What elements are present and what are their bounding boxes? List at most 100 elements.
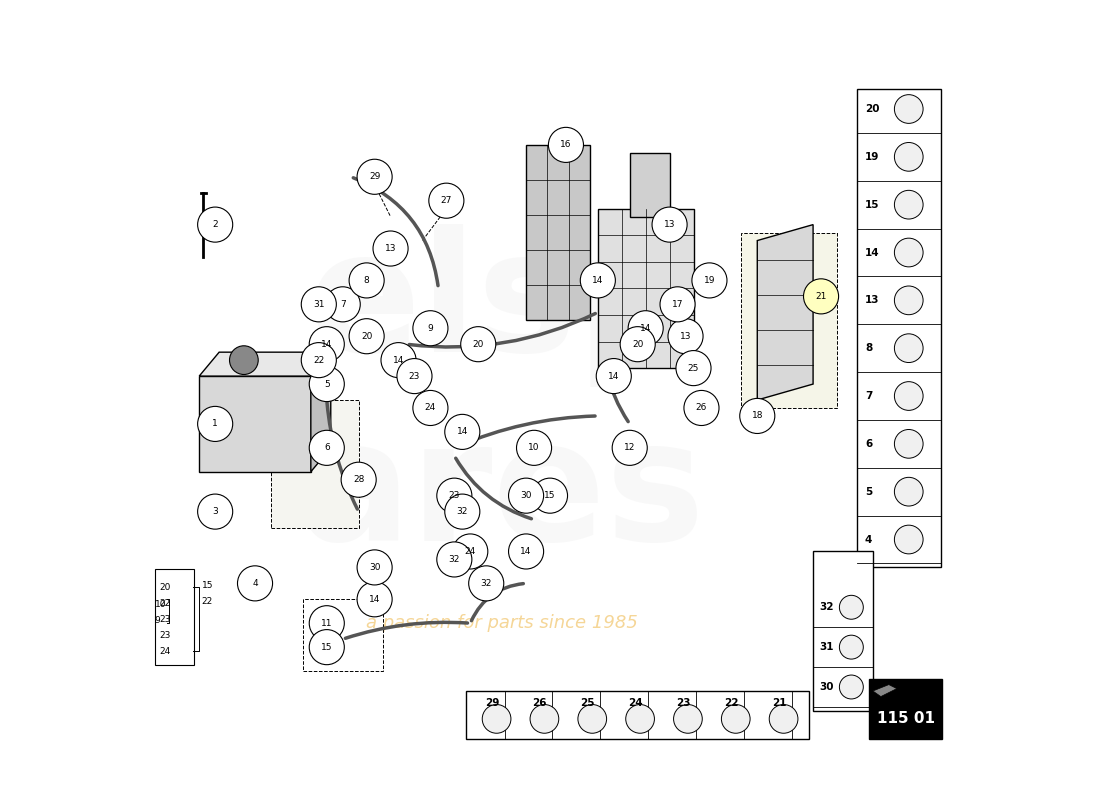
Text: 25: 25	[581, 698, 595, 708]
Text: 10: 10	[155, 600, 166, 610]
Circle shape	[769, 705, 798, 734]
Text: 13: 13	[385, 244, 396, 253]
Text: 20: 20	[632, 340, 644, 349]
Circle shape	[358, 582, 393, 617]
Text: 15: 15	[865, 200, 879, 210]
Circle shape	[429, 183, 464, 218]
Circle shape	[549, 127, 583, 162]
Polygon shape	[199, 352, 331, 376]
Text: 7: 7	[865, 391, 872, 401]
Text: 22: 22	[724, 698, 738, 708]
Text: 23: 23	[676, 698, 691, 708]
Text: 25: 25	[688, 364, 700, 373]
Circle shape	[803, 279, 838, 314]
Polygon shape	[311, 352, 331, 472]
Polygon shape	[873, 685, 896, 697]
Text: 17: 17	[672, 300, 683, 309]
Circle shape	[341, 462, 376, 498]
Circle shape	[894, 334, 923, 362]
Circle shape	[208, 506, 227, 525]
Circle shape	[301, 342, 337, 378]
Text: 115 01: 115 01	[877, 711, 935, 726]
Circle shape	[660, 286, 695, 322]
Polygon shape	[199, 376, 311, 472]
Text: 31: 31	[820, 642, 834, 652]
Text: 20: 20	[160, 583, 170, 592]
FancyBboxPatch shape	[629, 153, 670, 217]
Text: 14: 14	[640, 324, 651, 333]
Circle shape	[326, 286, 361, 322]
Circle shape	[676, 350, 711, 386]
Text: 26: 26	[532, 698, 547, 708]
Circle shape	[692, 263, 727, 298]
Text: a passion for parts since 1985: a passion for parts since 1985	[366, 614, 638, 632]
Text: 23: 23	[449, 491, 460, 500]
Text: 31: 31	[314, 300, 324, 309]
FancyBboxPatch shape	[466, 691, 810, 739]
Text: 14: 14	[321, 340, 332, 349]
Text: 6: 6	[865, 439, 872, 449]
Circle shape	[894, 190, 923, 219]
Circle shape	[839, 595, 864, 619]
Text: 19: 19	[704, 276, 715, 285]
FancyBboxPatch shape	[155, 569, 194, 665]
Circle shape	[309, 366, 344, 402]
Circle shape	[613, 430, 647, 466]
Circle shape	[358, 159, 393, 194]
Text: 32: 32	[449, 555, 460, 564]
Text: 13: 13	[663, 220, 675, 229]
Circle shape	[349, 318, 384, 354]
Text: 30: 30	[368, 563, 381, 572]
Circle shape	[894, 94, 923, 123]
Text: 30: 30	[520, 491, 531, 500]
Circle shape	[238, 566, 273, 601]
Circle shape	[309, 606, 344, 641]
Circle shape	[198, 494, 233, 529]
Text: 7: 7	[340, 300, 345, 309]
Circle shape	[673, 705, 702, 734]
Circle shape	[412, 310, 448, 346]
Circle shape	[739, 398, 774, 434]
FancyBboxPatch shape	[597, 209, 693, 368]
Text: 26: 26	[696, 403, 707, 413]
Circle shape	[349, 263, 384, 298]
Circle shape	[373, 231, 408, 266]
Circle shape	[453, 534, 487, 569]
Text: 14: 14	[608, 371, 619, 381]
Text: 14: 14	[520, 547, 531, 556]
Text: 23: 23	[409, 371, 420, 381]
Circle shape	[628, 310, 663, 346]
Circle shape	[839, 635, 864, 659]
Circle shape	[626, 705, 654, 734]
Circle shape	[482, 705, 510, 734]
Circle shape	[652, 207, 688, 242]
Circle shape	[894, 238, 923, 267]
Text: 22: 22	[160, 598, 170, 608]
Circle shape	[444, 414, 480, 450]
Circle shape	[469, 566, 504, 601]
Circle shape	[532, 478, 568, 514]
FancyBboxPatch shape	[869, 679, 943, 739]
Text: 24: 24	[464, 547, 476, 556]
Circle shape	[530, 705, 559, 734]
Text: 8: 8	[364, 276, 370, 285]
Circle shape	[684, 390, 719, 426]
Text: 20: 20	[865, 104, 879, 114]
Circle shape	[508, 534, 543, 569]
Circle shape	[839, 675, 864, 699]
Circle shape	[381, 342, 416, 378]
Text: 2: 2	[212, 220, 218, 229]
Text: 6: 6	[323, 443, 330, 452]
Text: 27: 27	[441, 196, 452, 205]
Circle shape	[620, 326, 656, 362]
Text: 4: 4	[252, 579, 257, 588]
Circle shape	[581, 263, 615, 298]
Circle shape	[309, 326, 344, 362]
Polygon shape	[757, 225, 813, 400]
Text: 14: 14	[865, 247, 880, 258]
Circle shape	[894, 382, 923, 410]
Circle shape	[894, 430, 923, 458]
Text: 14: 14	[456, 427, 468, 436]
Circle shape	[309, 630, 344, 665]
Text: 32: 32	[456, 507, 468, 516]
